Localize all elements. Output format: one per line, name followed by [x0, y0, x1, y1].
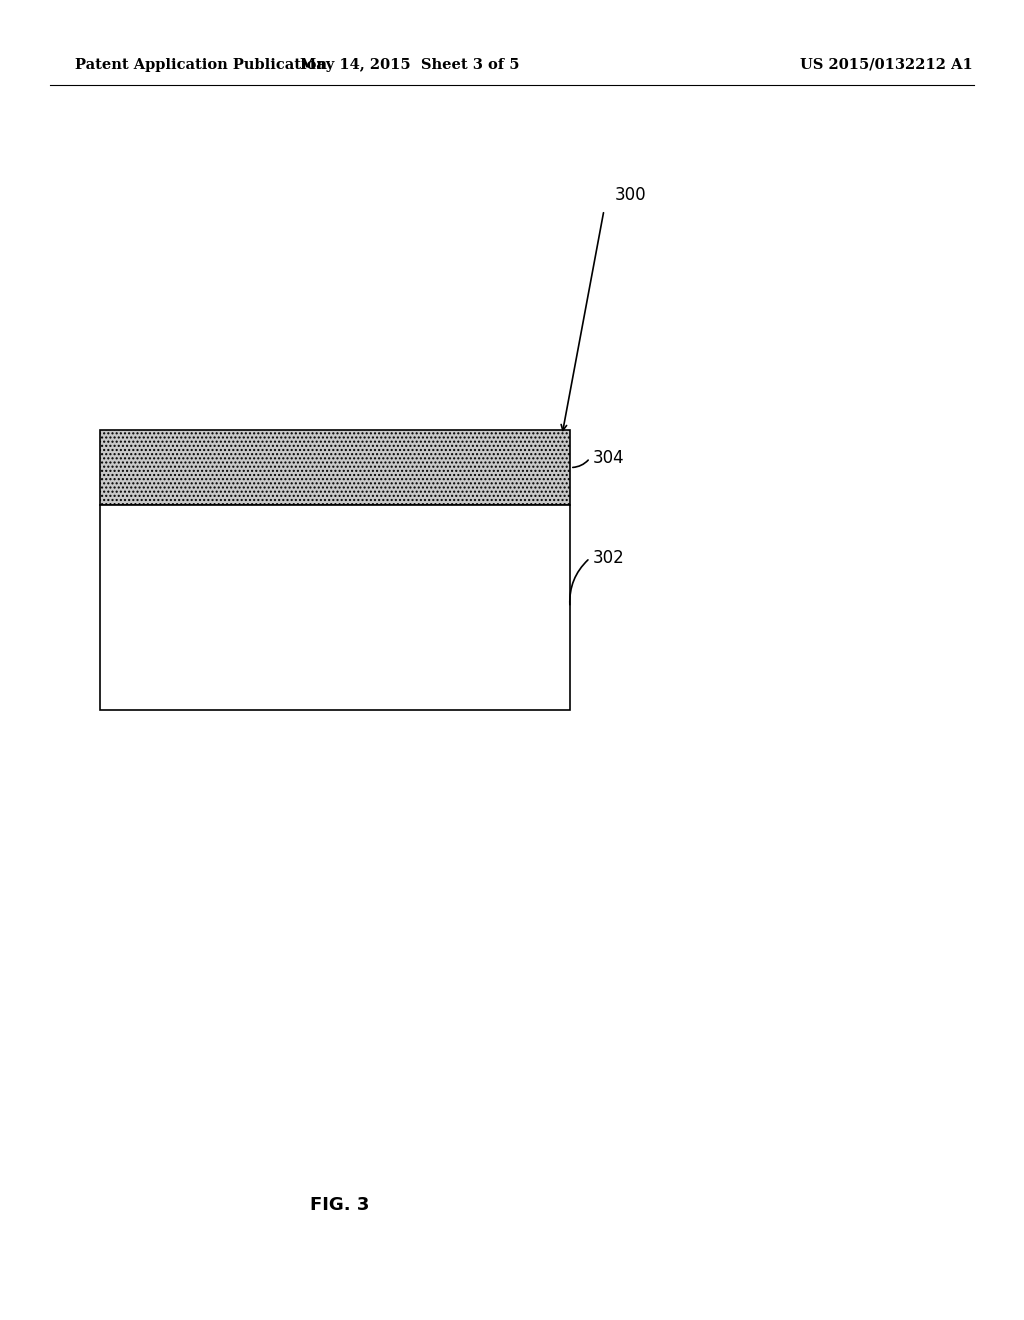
Text: 302: 302 [593, 549, 625, 568]
Bar [100, 430, 570, 506]
Text: May 14, 2015  Sheet 3 of 5: May 14, 2015 Sheet 3 of 5 [300, 58, 520, 73]
Text: Patent Application Publication: Patent Application Publication [75, 58, 327, 73]
Text: US 2015/0132212 A1: US 2015/0132212 A1 [800, 58, 973, 73]
Text: 300: 300 [615, 186, 646, 205]
Text: 304: 304 [593, 449, 625, 467]
Bar [100, 506, 570, 710]
Text: FIG. 3: FIG. 3 [310, 1196, 370, 1214]
